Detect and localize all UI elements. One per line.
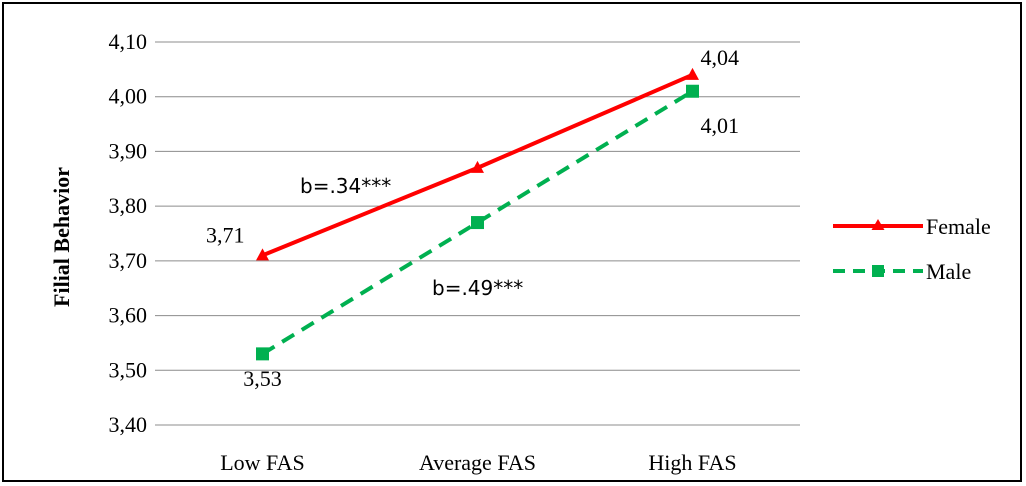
series-line-male xyxy=(261,89,694,356)
data-point-male xyxy=(471,216,484,230)
x-tick-label: High FAS xyxy=(648,450,736,475)
x-tick-label: Low FAS xyxy=(220,450,305,475)
x-tick-label: Average FAS xyxy=(419,450,536,475)
legend: Female Male xyxy=(833,214,991,284)
legend-label-female: Female xyxy=(926,214,991,239)
x-axis-ticks: Low FAS Average FAS High FAS xyxy=(220,450,736,475)
legend-marker-female xyxy=(871,219,885,230)
y-tick-label: 3,50 xyxy=(109,357,148,382)
y-tick-label: 3,60 xyxy=(109,303,148,328)
y-tick-label: 3,40 xyxy=(109,412,148,437)
y-tick-label: 3,90 xyxy=(109,138,148,163)
y-axis-label: Filial Behavior xyxy=(49,167,74,307)
legend-item-female: Female xyxy=(833,214,991,239)
data-point-female xyxy=(471,160,484,173)
annotation-male-slope: b=.49*** xyxy=(432,276,523,300)
y-tick-label: 3,70 xyxy=(109,248,148,273)
y-axis-ticks: 3,40 3,50 3,60 3,70 3,80 3,90 4,00 4,10 xyxy=(109,29,148,437)
legend-label-male: Male xyxy=(926,259,971,284)
legend-marker-male xyxy=(872,265,884,277)
data-labels: 3,71 4,04 3,53 4,01 xyxy=(206,45,739,391)
annotation-female-slope: b=.34*** xyxy=(300,174,391,198)
data-label-male: 4,01 xyxy=(701,113,740,138)
data-point-female xyxy=(686,67,699,80)
y-tick-label: 4,00 xyxy=(109,84,148,109)
data-point-male xyxy=(256,347,269,361)
legend-item-male: Male xyxy=(833,259,971,284)
data-label-female: 4,04 xyxy=(701,45,740,70)
data-point-male xyxy=(686,84,699,98)
data-label-female: 3,71 xyxy=(206,222,245,247)
y-tick-label: 3,80 xyxy=(109,193,148,218)
data-label-male: 3,53 xyxy=(243,366,282,391)
series-lines xyxy=(256,67,699,361)
data-point-female xyxy=(256,248,269,261)
y-tick-label: 4,10 xyxy=(109,29,148,54)
